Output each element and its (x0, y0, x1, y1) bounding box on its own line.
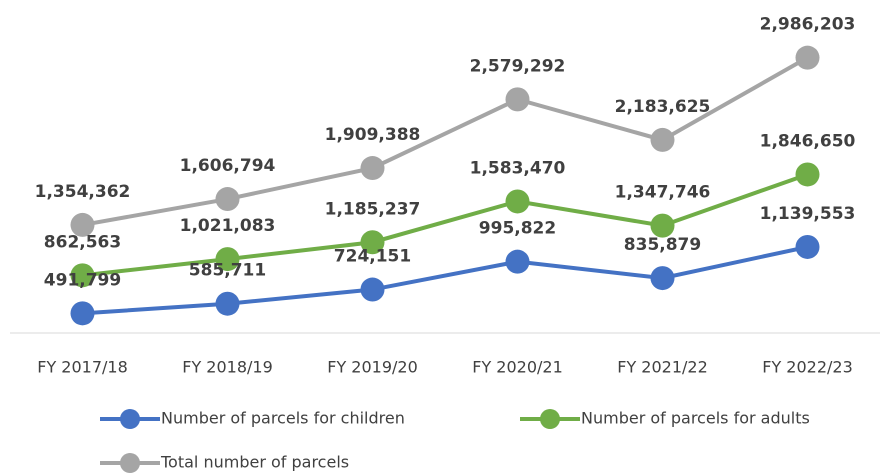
data-label: 835,879 (624, 235, 701, 255)
data-label: 1,347,746 (615, 183, 711, 203)
point (505, 87, 530, 112)
x-tick-label: FY 2021/22 (617, 358, 708, 377)
legend-marker (120, 409, 140, 429)
data-label: 1,021,083 (180, 216, 276, 236)
data-label: 2,986,203 (760, 15, 856, 35)
data-label: 585,711 (189, 261, 266, 281)
legend-marker (120, 453, 140, 473)
legend-label: Number of parcels for adults (581, 409, 810, 428)
series-line (82, 244, 808, 316)
x-tick-label: FY 2018/19 (182, 358, 273, 377)
series-line (82, 172, 809, 278)
data-label: 2,183,625 (615, 97, 711, 117)
point (360, 230, 385, 255)
data-label: 995,822 (479, 219, 556, 239)
legend-marker (540, 409, 560, 429)
data-label: 1,139,553 (760, 204, 856, 224)
data-label: 1,909,388 (325, 125, 421, 145)
data-label: 1,185,237 (325, 199, 421, 219)
series-line (82, 55, 809, 227)
point (360, 277, 385, 302)
point (70, 301, 95, 326)
point (215, 187, 240, 212)
data-label: 724,151 (334, 247, 411, 267)
point (215, 247, 240, 272)
data-label: 1,846,650 (760, 131, 856, 151)
data-label: 491,799 (44, 270, 121, 290)
x-tick-label: FY 2020/21 (472, 358, 563, 377)
x-tick-label: FY 2019/20 (327, 358, 418, 377)
point (795, 45, 820, 70)
point (505, 189, 530, 214)
point (215, 291, 240, 316)
point (70, 212, 95, 237)
legend-label: Number of parcels for children (161, 409, 405, 428)
data-label: 1,354,362 (35, 182, 131, 202)
point (650, 127, 675, 152)
point (650, 213, 675, 238)
data-label: 1,606,794 (180, 156, 276, 176)
legend-label: Total number of parcels (160, 453, 349, 472)
x-tick-label: FY 2022/23 (762, 358, 853, 377)
point (795, 234, 820, 259)
data-label: 2,579,292 (470, 56, 566, 76)
data-label: 862,563 (44, 232, 121, 252)
x-tick-label: FY 2017/18 (37, 358, 128, 377)
point (505, 249, 530, 274)
point (360, 156, 385, 181)
point (70, 263, 95, 288)
point (650, 266, 675, 291)
data-label: 1,583,470 (470, 158, 566, 178)
point (795, 162, 820, 187)
